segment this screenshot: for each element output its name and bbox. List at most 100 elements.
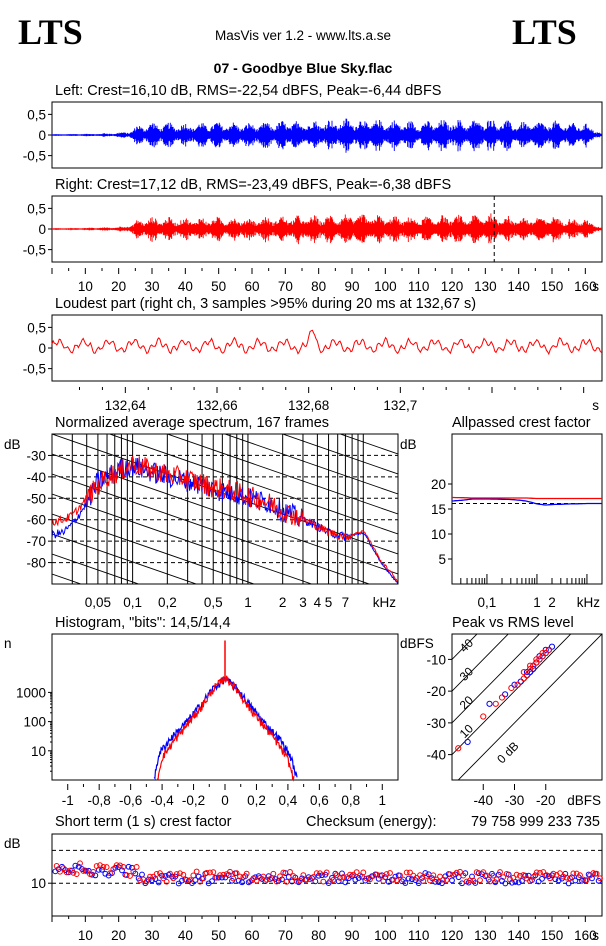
xtick-label: 70 <box>278 279 293 294</box>
spectrum-diagonal <box>52 553 140 584</box>
xtick-label: 1 <box>379 793 387 808</box>
short-term-point-left <box>175 880 182 887</box>
xtick-label: 60 <box>244 928 259 943</box>
spectrum-series-right <box>52 456 398 583</box>
checksum-value: 79 758 999 233 735 <box>471 814 600 830</box>
short-term-point-right <box>393 877 400 884</box>
spectrum-diagonal <box>52 493 313 584</box>
ytick-label: 0 <box>38 128 46 143</box>
prms-point-left <box>548 643 556 650</box>
short-term-point-right <box>203 869 210 876</box>
short-term-point-right <box>350 871 357 878</box>
short-term-crest-title: Short term (1 s) crest factor <box>55 814 232 830</box>
short-term-point-right <box>420 878 427 884</box>
spectrum-diagonal <box>281 434 398 475</box>
spectrum-ylabel: dB <box>4 437 21 452</box>
short-term-point-right <box>130 868 137 875</box>
prms-point-right <box>520 675 527 682</box>
short-term-point-left <box>339 870 345 877</box>
xtick-label: 0,1 <box>478 595 497 610</box>
short-term-point-right <box>127 873 133 879</box>
xaxis-unit: s <box>592 398 599 413</box>
short-term-point-right <box>217 872 223 879</box>
short-term-point-right <box>403 869 410 876</box>
short-term-point-right <box>293 878 300 885</box>
histogram-series-left <box>153 676 298 781</box>
short-term-point-right <box>483 872 490 879</box>
short-term-point-right <box>157 870 163 877</box>
short-term-point-right <box>267 876 273 883</box>
xtick-label: 150 <box>541 928 564 943</box>
left-waveform-panel: 0,5 0 -0,5 <box>23 101 603 169</box>
xtick-label: 80 <box>311 928 326 943</box>
prms-point-right <box>514 681 521 688</box>
crest-series-right <box>452 496 602 500</box>
short-term-point-left <box>239 879 245 886</box>
short-term-point-right <box>447 871 453 878</box>
short-term-point-left <box>99 866 105 873</box>
ytick-label: -40 <box>426 748 446 763</box>
xtick-label: 60 <box>244 279 259 294</box>
xtick-label: -40 <box>473 793 493 808</box>
logo-right: LTS <box>512 12 577 52</box>
xtick-label: 2 <box>548 595 556 610</box>
short-term-point-right <box>173 871 180 877</box>
short-term-point-right <box>480 869 487 876</box>
short-term-point-right <box>107 870 113 877</box>
ytick-label: -0,5 <box>23 149 46 164</box>
xtick-label: 50 <box>211 928 226 943</box>
ytick-label: -70 <box>26 534 46 549</box>
short-term-point-left <box>502 880 509 887</box>
prms-point-right <box>492 700 499 707</box>
xtick-label: 1 <box>533 595 541 610</box>
xtick-label: 110 <box>408 279 430 294</box>
prms-point-left <box>523 668 531 676</box>
short-term-point-right <box>143 878 150 885</box>
xtick-label: 140 <box>507 928 530 943</box>
short-term-point-left <box>422 870 429 876</box>
short-term-point-right <box>77 860 83 867</box>
xtick-label: 3 <box>299 595 307 610</box>
xtick-label: -1 <box>62 793 74 808</box>
spectrum-diagonal <box>52 453 398 575</box>
short-term-point-right <box>500 874 507 881</box>
short-term-point-right <box>503 870 510 877</box>
short-term-point-right <box>570 870 577 877</box>
histogram-series-right <box>156 675 295 782</box>
left-waveform-title: Left: Crest=16,10 dB, RMS=-22,54 dBFS, P… <box>55 83 441 99</box>
short-term-point-right <box>427 877 433 884</box>
xtick-label: 0,2 <box>247 793 266 808</box>
short-term-point-right <box>580 876 587 883</box>
spectrum-title: Normalized average spectrum, 167 frames <box>55 415 329 431</box>
short-term-point-left <box>449 877 455 884</box>
short-term-point-right <box>177 870 183 877</box>
short-term-point-right <box>357 872 363 879</box>
short-term-point-right <box>160 875 167 882</box>
ytick-label: 0 <box>38 341 46 356</box>
xtick-label: 70 <box>278 928 293 943</box>
spectrum-diagonal <box>52 533 198 584</box>
xaxis-unit: s <box>592 928 599 943</box>
prms-point-right <box>523 672 531 679</box>
prms-point-left <box>542 646 549 653</box>
ytick-label: 1000 <box>16 685 46 700</box>
short-term-point-right <box>247 878 253 885</box>
short-term-point-right <box>243 870 250 877</box>
short-term-ylabel: dB <box>4 836 21 851</box>
short-term-point-left <box>515 879 522 886</box>
short-term-point-right <box>190 872 197 879</box>
short-term-point-right <box>487 878 493 885</box>
xtick-label: -0,2 <box>182 793 205 808</box>
short-term-point-right <box>207 869 213 876</box>
prms-point-right <box>480 713 487 720</box>
spectrum-diagonal <box>52 513 256 584</box>
short-term-point-right <box>330 877 337 883</box>
prms-point-right <box>533 656 540 663</box>
short-term-point-right <box>283 878 290 885</box>
short-term-point-right <box>340 874 347 880</box>
short-term-point-right <box>543 872 550 879</box>
xtick-label: 150 <box>541 279 564 294</box>
xtick-label: 20 <box>111 279 126 294</box>
prms-crest-label: 20 <box>457 693 477 713</box>
